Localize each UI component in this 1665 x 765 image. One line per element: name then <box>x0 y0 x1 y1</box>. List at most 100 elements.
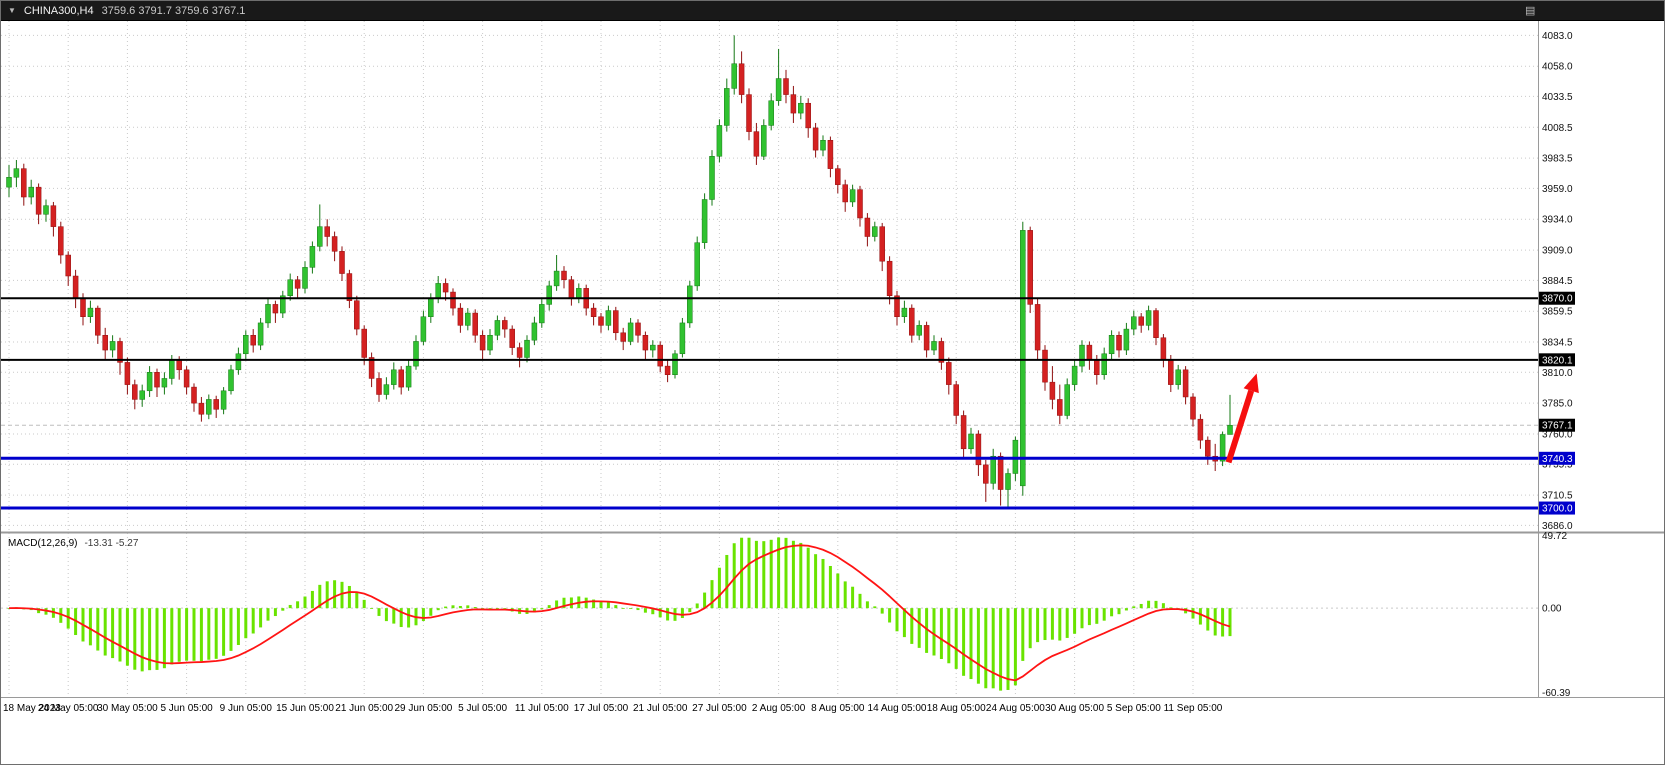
price-tick-label: 3735.5 <box>1542 460 1573 471</box>
candle-body <box>457 307 464 326</box>
candle-body <box>613 310 619 334</box>
trend-arrow[interactable] <box>1225 389 1255 464</box>
candle-body <box>1020 230 1026 487</box>
macd-bar <box>451 605 455 609</box>
symbol-dropdown-icon[interactable]: ▼ <box>8 5 16 15</box>
macd-bar <box>828 565 832 609</box>
candle-body <box>309 246 316 268</box>
candle-body <box>161 378 168 388</box>
candle-body <box>938 341 945 363</box>
candle-body <box>72 275 79 299</box>
macd-bar <box>851 586 855 609</box>
candle-body <box>117 341 123 363</box>
candle-body <box>620 332 626 342</box>
macd-bar <box>148 608 152 671</box>
candle-body <box>95 307 101 336</box>
candle-body <box>835 168 841 185</box>
time-tick-label: 30 Aug 05:00 <box>1045 703 1104 714</box>
candle-body <box>21 168 27 198</box>
candle-body <box>679 322 686 355</box>
macd-bar <box>1191 608 1195 619</box>
candle-body <box>228 369 234 392</box>
macd-bar <box>236 608 240 645</box>
candle-body <box>724 88 730 126</box>
macd-bar <box>769 539 773 609</box>
ohlc-values: 3759.6 3791.7 3759.6 3767.1 <box>101 4 246 17</box>
macd-bar <box>362 599 366 609</box>
macd-bar <box>51 608 55 618</box>
macd-bar <box>584 597 588 609</box>
candle-body <box>635 322 641 336</box>
candle-body <box>398 369 404 388</box>
macd-bar <box>569 597 573 609</box>
macd-bar <box>821 558 825 609</box>
macd-bar <box>266 608 270 621</box>
macd-bar <box>288 604 292 609</box>
candle-body <box>872 226 878 237</box>
candle-body <box>1005 473 1011 490</box>
macd-bar <box>370 608 374 609</box>
candle-body <box>909 307 915 336</box>
time-tick-label: 5 Jun 05:00 <box>160 703 213 714</box>
candle-body <box>176 359 182 371</box>
time-tick-label: 18 May 2023 <box>3 703 61 714</box>
candle-body <box>783 78 789 95</box>
candle-body <box>1153 310 1159 338</box>
candle-body <box>361 328 367 358</box>
price-badge <box>1539 353 1575 367</box>
candle-body <box>731 63 737 89</box>
macd-bar <box>436 608 440 611</box>
candle-body <box>206 399 212 415</box>
price-tick-label: 3909.0 <box>1542 246 1573 257</box>
time-tick-label: 9 Jun 05:00 <box>220 703 273 714</box>
chart-menu-icon[interactable]: ▤ <box>1525 5 1536 17</box>
price-tick-label: 3934.0 <box>1542 215 1573 226</box>
time-tick-label: 18 Aug 05:00 <box>927 703 986 714</box>
price-badge-label: 3870.0 <box>1542 294 1573 305</box>
price-tick-label: 4033.5 <box>1542 92 1573 103</box>
horizontal-level-lines[interactable] <box>1 297 1538 510</box>
candle-body <box>546 285 552 305</box>
candle-body <box>539 304 545 324</box>
macd-bar <box>555 600 559 609</box>
candle-body <box>761 125 767 157</box>
candle-body <box>487 335 493 351</box>
candle-body <box>857 189 863 219</box>
price-tick-label: 3686.0 <box>1542 521 1573 532</box>
candle-body <box>516 347 523 358</box>
candle-body <box>502 320 508 330</box>
macd-bar <box>318 584 322 609</box>
candlestick-chart[interactable]: 4083.0 4058.0 4033.5 4008.5 3983.5 3959.0 3934… <box>1 21 1665 765</box>
candle-body <box>1190 396 1196 420</box>
candle-body <box>1086 344 1093 361</box>
time-tick-label: 29 Jun 05:00 <box>394 703 452 714</box>
time-tick-label: 5 Sep 05:00 <box>1107 703 1161 714</box>
candle-body <box>812 127 819 151</box>
macd-bar <box>1095 608 1099 624</box>
time-tick-label: 2 Aug 05:00 <box>752 703 806 714</box>
candle-body <box>383 384 390 395</box>
time-tick-label: 14 Aug 05:00 <box>868 703 927 714</box>
price-axis[interactable]: 4083.0 4058.0 4033.5 4008.5 3983.5 3959.0 3934… <box>1542 31 1573 532</box>
candle-body <box>102 335 108 351</box>
candle-body <box>146 372 153 392</box>
macd-bar <box>222 608 226 656</box>
time-tick-label: 21 Jul 05:00 <box>633 703 688 714</box>
macd-bar <box>192 608 196 661</box>
macd-bar <box>1161 603 1165 609</box>
candle-body <box>1034 304 1041 351</box>
candle-body <box>997 455 1004 490</box>
candle-body <box>339 251 345 274</box>
price-tick-label: 4008.5 <box>1542 123 1573 134</box>
macd-bar <box>399 608 403 628</box>
candle-body <box>1101 353 1107 375</box>
candle-body <box>1108 335 1115 355</box>
candle-body <box>1219 434 1226 462</box>
candle-body <box>35 186 42 215</box>
macd-bar <box>59 608 63 623</box>
macd-bar <box>680 608 684 619</box>
candle-body <box>746 94 752 132</box>
candle-body <box>798 102 804 114</box>
candle-body <box>561 270 567 280</box>
